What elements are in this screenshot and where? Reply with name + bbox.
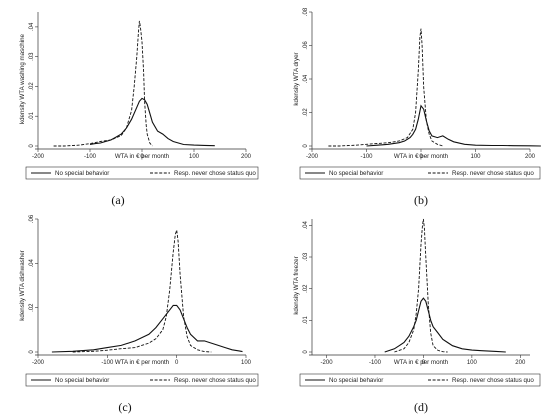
legend-box [299,166,541,180]
x-tick-label: -100 [360,154,373,160]
x-tick-label: 200 [525,154,536,160]
panel-label: (c) [118,400,131,414]
y-tick-label: 0 [29,350,35,354]
series-line-never-status-quo [394,218,448,353]
y-tick-label: .03 [303,252,309,261]
legend: No special behavior Resp. never chose sta… [25,373,259,387]
y-axis-label: kdensity WTA washing maschine [19,33,26,124]
legend-label-no-special-behavior: No special behavior [329,377,383,384]
series-line-never-status-quo [53,20,153,147]
panel-label: (d) [414,400,428,414]
y-tick-label: .02 [303,108,309,117]
chart-panel-4: 0 .01 .02 .03 .04 -200 -100 0 100 200 WTA in € per… [293,218,541,414]
series-line-never-status-quo [328,28,443,147]
x-tick-label: 0 [140,154,144,160]
y-tick-label: .04 [303,221,309,230]
y-tick-label: .01 [29,111,35,120]
y-tick-label: .08 [303,7,309,16]
legend-label-never-status-quo: Resp. never chose status quo [174,170,256,177]
y-axis-label: kdensity WTA freezer [293,256,300,314]
x-tick-label: 100 [467,360,478,366]
legend-label-no-special-behavior: No special behavior [55,170,109,177]
x-axis-label: WTA in € per month [394,153,449,160]
x-tick-label: 0 [422,360,426,366]
legend: No special behavior Resp. never chose sta… [25,166,259,180]
legend-label-no-special-behavior: No special behavior [329,170,383,177]
y-tick-label: 0 [303,144,309,148]
y-tick-label: .02 [29,303,35,312]
y-axis-label: kdensity WTA dishwasher [19,250,26,320]
x-tick-label: 100 [470,154,481,160]
series-line-no-special-behavior [384,297,506,353]
x-tick-label: 0 [175,360,179,366]
legend-label-never-status-quo: Resp. never chose status quo [174,377,256,384]
x-axis-label: WTA in € per month [115,359,170,366]
series-line-no-special-behavior [89,97,215,147]
legend-label-never-status-quo: Resp. never chose status quo [452,377,534,384]
y-tick-label: .06 [29,214,35,223]
x-tick-label: -100 [369,360,382,366]
legend-box [299,373,541,387]
y-axis-label: kdensity WTA dryer [293,52,300,105]
y-tick-label: .04 [29,259,35,268]
x-tick-label: -200 [32,154,45,160]
x-axis-label: WTA in € per month [115,153,170,160]
y-tick-label: .02 [303,284,309,293]
y-tick-label: 0 [29,144,35,148]
x-tick-label: -100 [101,360,114,366]
y-tick-label: .06 [303,41,309,50]
chart-panel-3: 0 .02 .04 .06 -200 -100 0 100 WTA in € per month… [19,214,259,414]
x-tick-label: -200 [321,360,334,366]
legend-box [25,166,259,180]
panel-label: (a) [111,193,124,207]
y-tick-label: .04 [29,22,35,31]
x-tick-label: -200 [32,360,45,366]
x-axis-label: WTA in € per month [394,359,449,366]
chart-panel-2: 0 .02 .04 .06 .08 -200 -100 0 100 200 WTA in € per… [293,7,541,207]
series-line-no-special-behavior [51,304,243,353]
panel-label: (b) [414,193,428,207]
y-tick-label: .01 [303,316,309,325]
legend-label-never-status-quo: Resp. never chose status quo [452,170,534,177]
y-tick-label: .04 [303,74,309,83]
legend-box [25,373,259,387]
x-tick-label: -200 [306,154,319,160]
x-tick-label: 0 [419,154,423,160]
x-tick-label: 200 [515,360,526,366]
series-line-no-special-behavior [366,104,541,147]
legend: No special behavior Resp. never chose sta… [299,373,541,387]
series-line-never-status-quo [72,229,212,353]
legend: No special behavior Resp. never chose sta… [299,166,541,180]
x-tick-label: 200 [241,154,252,160]
chart-panel-1: 0 .01 .02 .03 .04 -200 -100 0 100 200 WTA in € per… [19,12,259,207]
y-tick-label: .02 [29,82,35,91]
y-tick-label: .03 [29,52,35,61]
x-tick-label: 100 [189,154,200,160]
x-tick-label: 100 [241,360,252,366]
x-tick-label: -100 [84,154,97,160]
legend-label-no-special-behavior: No special behavior [55,377,109,384]
y-tick-label: 0 [303,350,309,354]
